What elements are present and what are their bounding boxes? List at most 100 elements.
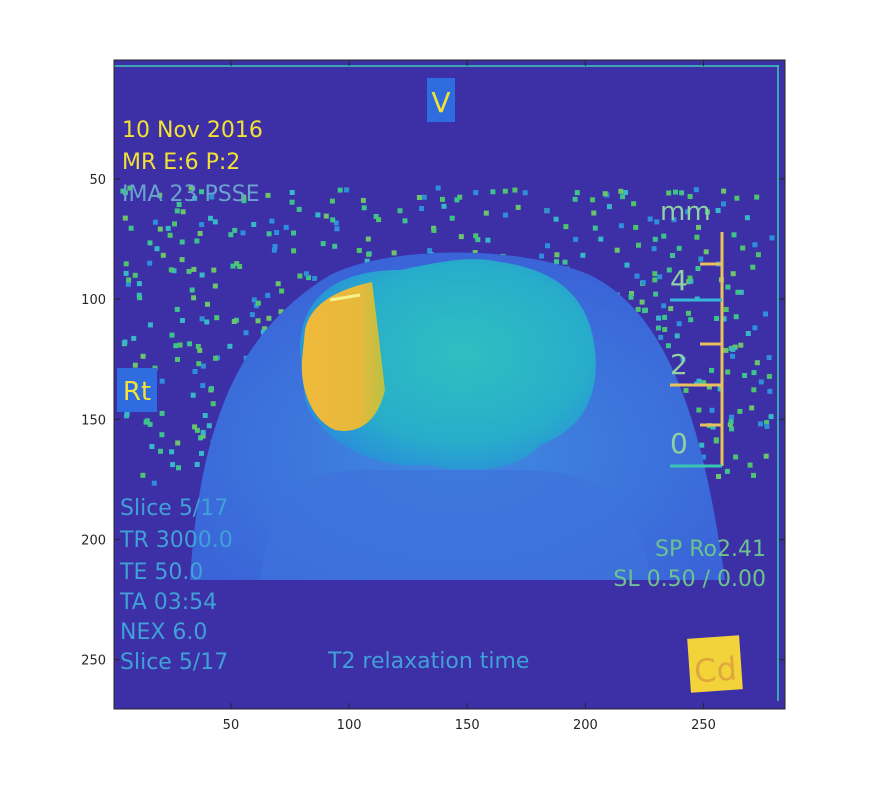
noise-speck [243, 330, 249, 336]
position-line-2: SL 0.50 / 0.00 [613, 567, 766, 592]
noise-speck [725, 284, 731, 290]
noise-speck [192, 195, 198, 201]
noise-speck [614, 247, 620, 253]
noise-speck [241, 194, 247, 200]
noise-speck [729, 414, 734, 420]
noise-speck [149, 444, 155, 449]
noise-speck [670, 253, 675, 258]
acq-line-4: TA 03:54 [119, 590, 217, 615]
noise-speck [329, 198, 335, 204]
noise-speck [723, 347, 729, 353]
noise-speck [312, 275, 318, 281]
noise-speck [199, 450, 204, 456]
noise-speck [687, 275, 693, 281]
noise-speck [665, 343, 671, 349]
noise-speck [704, 209, 710, 215]
mri-image: 10 Nov 2016 MR E:6 P:2 IMA 23 PSSE V Rt … [114, 60, 785, 709]
noise-speck [202, 413, 208, 418]
noise-speck [716, 474, 721, 479]
noise-speck [688, 317, 694, 323]
noise-speck [249, 312, 255, 318]
noise-speck [502, 188, 508, 194]
noise-speck [179, 239, 185, 245]
noise-speck [174, 306, 180, 312]
noise-speck [228, 232, 234, 238]
noise-speck [366, 251, 372, 257]
noise-speck [715, 208, 721, 213]
noise-speck [174, 208, 180, 214]
noise-speck [197, 231, 203, 236]
y-tick-label: 50 [89, 173, 106, 188]
noise-speck [730, 346, 736, 352]
noise-speck [655, 325, 661, 331]
noise-speck [700, 454, 706, 460]
noise-speck [272, 244, 278, 249]
noise-speck [554, 252, 560, 258]
noise-speck [320, 241, 326, 247]
noise-speck [176, 465, 181, 471]
noise-speck [449, 215, 455, 221]
noise-speck [365, 236, 371, 242]
y-tick-label: 100 [81, 293, 106, 308]
noise-speck [168, 267, 174, 273]
noise-speck [179, 257, 185, 263]
noise-speck [266, 315, 272, 321]
noise-speck [485, 237, 491, 243]
noise-speck [733, 314, 739, 320]
scale-ruler: mm 4 2 0 [660, 197, 724, 468]
acq-line-2: TR 3000.0 [119, 528, 233, 553]
noise-speck [200, 363, 206, 369]
noise-speck [656, 315, 662, 321]
noise-speck [416, 195, 422, 200]
noise-speck [172, 221, 177, 227]
noise-speck [624, 262, 630, 268]
orientation-top: V [431, 86, 450, 119]
noise-speck [251, 222, 257, 227]
noise-speck [758, 421, 763, 427]
noise-speck [421, 194, 427, 200]
x-tick-label: 150 [455, 718, 480, 733]
noise-speck [297, 273, 303, 279]
noise-speck [199, 316, 205, 322]
noise-speck [729, 426, 735, 432]
noise-speck [147, 322, 153, 328]
noise-speck [699, 442, 705, 448]
noise-speck [654, 219, 660, 225]
noise-speck [123, 270, 129, 276]
noise-speck [628, 294, 634, 300]
noise-speck [192, 424, 198, 430]
noise-speck [200, 433, 206, 439]
noise-speck [194, 427, 200, 433]
noise-speck [701, 380, 707, 386]
noise-speck [199, 222, 205, 228]
noise-speck [767, 388, 773, 394]
noise-speck [376, 217, 382, 223]
noise-speck [744, 215, 750, 221]
noise-speck [651, 246, 657, 252]
noise-speck [755, 252, 761, 258]
noise-speck [188, 185, 194, 191]
noise-speck [230, 263, 236, 269]
noise-speck [662, 327, 668, 332]
header-line-3: IMA 23 PSSE [122, 182, 260, 207]
noise-speck [136, 281, 142, 287]
noise-speck [265, 292, 271, 298]
noise-speck [606, 204, 612, 210]
noise-speck [750, 264, 756, 270]
noise-speck [195, 344, 201, 349]
noise-speck [738, 342, 744, 348]
noise-speck [695, 266, 701, 271]
axes-box [113, 59, 786, 710]
lesion-edge [329, 293, 361, 302]
noise-speck [213, 355, 219, 361]
orientation-left-box [117, 368, 157, 412]
noise-speck [724, 468, 730, 474]
noise-speck [194, 238, 200, 244]
noise-speck [623, 190, 629, 195]
noise-speck [745, 331, 751, 336]
noise-speck [679, 190, 685, 196]
noise-speck [766, 373, 772, 379]
y-tick-label: 200 [81, 534, 106, 549]
noise-speck [572, 196, 578, 202]
